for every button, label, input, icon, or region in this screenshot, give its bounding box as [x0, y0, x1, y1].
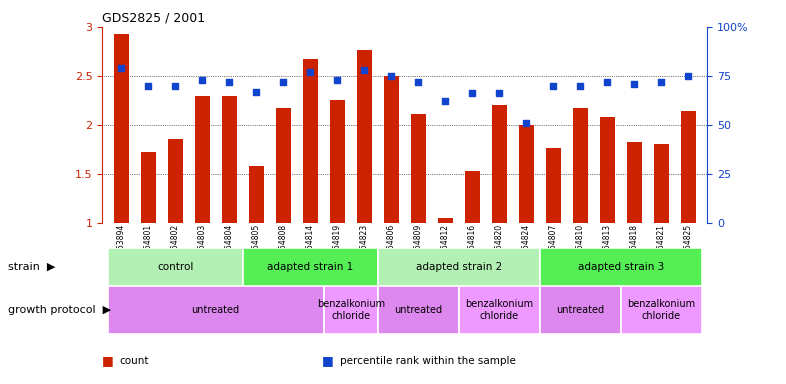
Point [358, 67, 370, 73]
Bar [195, 96, 210, 223]
Bar [519, 125, 534, 223]
Point [574, 83, 586, 89]
Text: GDS2825 / 2001: GDS2825 / 2001 [102, 11, 205, 24]
Bar [248, 166, 263, 223]
Point [412, 79, 424, 85]
Text: adapted strain 2: adapted strain 2 [416, 262, 502, 272]
Bar [459, 286, 540, 334]
Bar [357, 50, 372, 223]
Text: benzalkonium
chloride: benzalkonium chloride [465, 299, 534, 321]
Bar [540, 286, 621, 334]
Bar [108, 286, 324, 334]
Bar [378, 286, 459, 334]
Text: untreated: untreated [192, 305, 240, 315]
Point [385, 73, 398, 79]
Point [466, 90, 479, 96]
Bar [654, 144, 669, 223]
Bar [411, 114, 426, 223]
Bar [465, 171, 479, 223]
Bar [378, 248, 540, 286]
Bar [621, 286, 702, 334]
Bar [600, 117, 615, 223]
Bar [573, 108, 588, 223]
Bar [108, 248, 243, 286]
Bar [243, 248, 378, 286]
Bar [681, 111, 696, 223]
Point [439, 98, 452, 104]
Point [196, 77, 208, 83]
Point [141, 83, 154, 89]
Point [656, 79, 668, 85]
Point [547, 83, 560, 89]
Bar [384, 76, 399, 223]
Bar [141, 152, 156, 223]
Point [601, 79, 614, 85]
Bar [330, 100, 345, 223]
Point [169, 83, 182, 89]
Point [115, 65, 127, 71]
Bar [167, 139, 182, 223]
Bar [492, 105, 507, 223]
Text: ■: ■ [102, 354, 114, 367]
Bar [222, 96, 237, 223]
Bar [627, 142, 642, 223]
Text: benzalkonium
chloride: benzalkonium chloride [317, 299, 385, 321]
Text: ■: ■ [322, 354, 334, 367]
Point [628, 81, 641, 87]
Point [520, 120, 533, 126]
Text: adapted strain 3: adapted strain 3 [578, 262, 664, 272]
Bar [303, 59, 318, 223]
Text: untreated: untreated [556, 305, 604, 315]
Point [250, 88, 263, 94]
Point [223, 79, 236, 85]
Bar [324, 286, 378, 334]
Bar [546, 148, 561, 223]
Text: count: count [119, 356, 149, 366]
Bar [114, 34, 129, 223]
Point [493, 90, 505, 96]
Text: adapted strain 1: adapted strain 1 [267, 262, 354, 272]
Point [682, 73, 695, 79]
Bar [540, 248, 702, 286]
Text: growth protocol  ▶: growth protocol ▶ [8, 305, 111, 315]
Text: control: control [157, 262, 193, 272]
Text: benzalkonium
chloride: benzalkonium chloride [627, 299, 696, 321]
Bar [276, 108, 291, 223]
Bar [438, 218, 453, 223]
Point [304, 69, 317, 75]
Text: strain  ▶: strain ▶ [8, 262, 55, 272]
Point [277, 79, 289, 85]
Text: percentile rank within the sample: percentile rank within the sample [340, 356, 516, 366]
Text: untreated: untreated [395, 305, 443, 315]
Point [331, 77, 343, 83]
